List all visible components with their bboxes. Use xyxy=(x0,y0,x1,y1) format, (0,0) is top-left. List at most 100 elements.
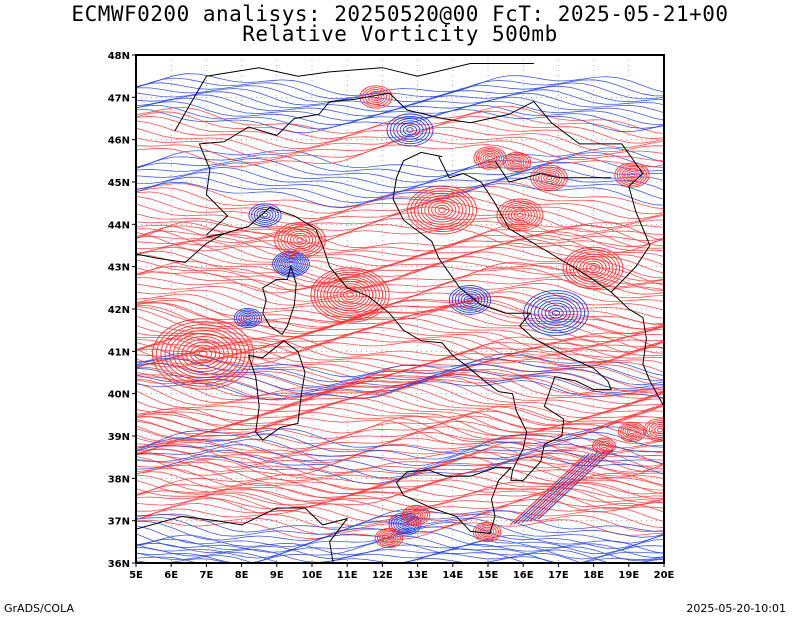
vortex-contour xyxy=(399,122,421,138)
contour-line xyxy=(136,484,664,515)
contour-line xyxy=(136,531,664,560)
contour-line xyxy=(136,82,664,103)
vortex-contour xyxy=(478,149,502,167)
vortex-contour xyxy=(277,224,323,256)
map-title: ECMWF0200 analisys: 20250520@00 FcT: 202… xyxy=(71,2,729,26)
vortex-contour xyxy=(656,427,664,433)
contour-line xyxy=(136,105,664,135)
contour-line xyxy=(136,201,664,230)
vortex-contour xyxy=(156,321,250,387)
vortex-contour xyxy=(505,153,529,171)
contour-line xyxy=(136,538,664,560)
vortex-contour xyxy=(475,147,505,169)
vortex-contour xyxy=(185,341,221,367)
render-timestamp: 2025-05-20-10:01 xyxy=(686,602,786,615)
y-tick-label: 36N xyxy=(108,559,130,570)
contour-line xyxy=(136,331,664,362)
contour-line xyxy=(136,115,664,145)
contour-line xyxy=(136,161,664,189)
vortex-contour xyxy=(386,113,434,147)
vortex-contour xyxy=(343,290,357,300)
vortex-contour xyxy=(622,425,642,439)
contour-line xyxy=(136,96,664,121)
vortex-contour xyxy=(648,422,664,438)
vortex-contour xyxy=(286,230,314,250)
vortex-contour xyxy=(646,420,664,440)
x-tick-label: 5E xyxy=(129,570,143,581)
contour-line xyxy=(136,513,664,538)
contour-line xyxy=(136,402,664,439)
contour-line xyxy=(136,176,664,204)
contour-line xyxy=(136,73,664,97)
contour-line xyxy=(136,220,664,249)
vortex-contour xyxy=(601,443,607,449)
vortex-contour xyxy=(401,504,431,526)
contour-line xyxy=(136,246,664,280)
vortex-contour xyxy=(505,204,535,226)
tunisia-coastline xyxy=(241,507,349,563)
vortex-contour xyxy=(346,292,354,298)
jet-streak-contour xyxy=(509,454,586,526)
vortex-contour xyxy=(326,278,374,312)
vortex-contour xyxy=(582,260,604,276)
vortex-contour xyxy=(626,428,638,436)
vortex-contour xyxy=(562,246,624,290)
contour-line xyxy=(136,296,664,325)
vortex-contour xyxy=(236,309,260,327)
vortex-contour xyxy=(541,302,571,324)
contour-line xyxy=(136,556,557,563)
vortex-contour xyxy=(408,509,424,521)
vortex-contour xyxy=(245,315,251,321)
vortex-contour xyxy=(288,262,294,266)
vortex-contour xyxy=(406,127,414,133)
y-tick-label: 47N xyxy=(108,93,130,104)
vortex-contour xyxy=(386,535,392,541)
contour-line xyxy=(136,166,664,194)
contour-line xyxy=(136,364,664,398)
contour-line xyxy=(136,542,664,563)
vortex-contour xyxy=(626,171,638,179)
vortex-contour xyxy=(320,274,380,316)
vortex-contour xyxy=(413,190,471,230)
vortex-contour xyxy=(278,255,304,273)
vortex-contour xyxy=(282,257,300,271)
contour-line xyxy=(136,138,664,163)
contour-line xyxy=(136,376,664,409)
contour-line xyxy=(136,431,664,460)
vortex-contour xyxy=(434,204,450,216)
contour-line xyxy=(136,181,664,210)
vortex-contour xyxy=(598,442,610,450)
contour-line xyxy=(136,534,664,556)
contour-line xyxy=(136,322,664,355)
vortex-contour xyxy=(336,285,364,305)
vortex-contour xyxy=(410,511,422,519)
vortex-contour xyxy=(323,276,377,314)
contour-line xyxy=(136,466,664,500)
x-tick-label: 9E xyxy=(270,570,284,581)
contour-line xyxy=(136,426,664,453)
x-tick-label: 6E xyxy=(164,570,178,581)
vortex-contour xyxy=(454,289,486,311)
contour-line xyxy=(136,171,664,199)
vortex-contour xyxy=(534,297,578,329)
vortex-contour xyxy=(280,256,302,272)
vortex-contour xyxy=(402,521,408,527)
map-subtitle: Relative Vorticity 500mb xyxy=(242,22,558,46)
vortex-contour xyxy=(374,527,404,549)
vorticity-contours xyxy=(136,73,664,563)
vortex-contour xyxy=(256,208,274,222)
vortex-contour xyxy=(420,195,464,225)
axis-ticks: 5E 6E 7E 8E 9E 10E 11E 12E 13E 14E 15E 16E 17E 18E 19E… xyxy=(108,51,675,581)
contour-line xyxy=(136,362,664,391)
contour-line xyxy=(136,417,664,449)
vortex-contour xyxy=(168,330,238,378)
vortex-contour xyxy=(473,146,507,170)
vortex-contour xyxy=(629,429,635,435)
contour-line xyxy=(136,181,664,208)
x-tick-label: 8E xyxy=(235,570,249,581)
y-tick-label: 37N xyxy=(108,517,130,528)
vortex-contour xyxy=(339,287,361,303)
vortex-contour xyxy=(379,531,399,545)
x-tick-label: 14E xyxy=(442,570,463,581)
vortex-contour xyxy=(274,221,326,259)
